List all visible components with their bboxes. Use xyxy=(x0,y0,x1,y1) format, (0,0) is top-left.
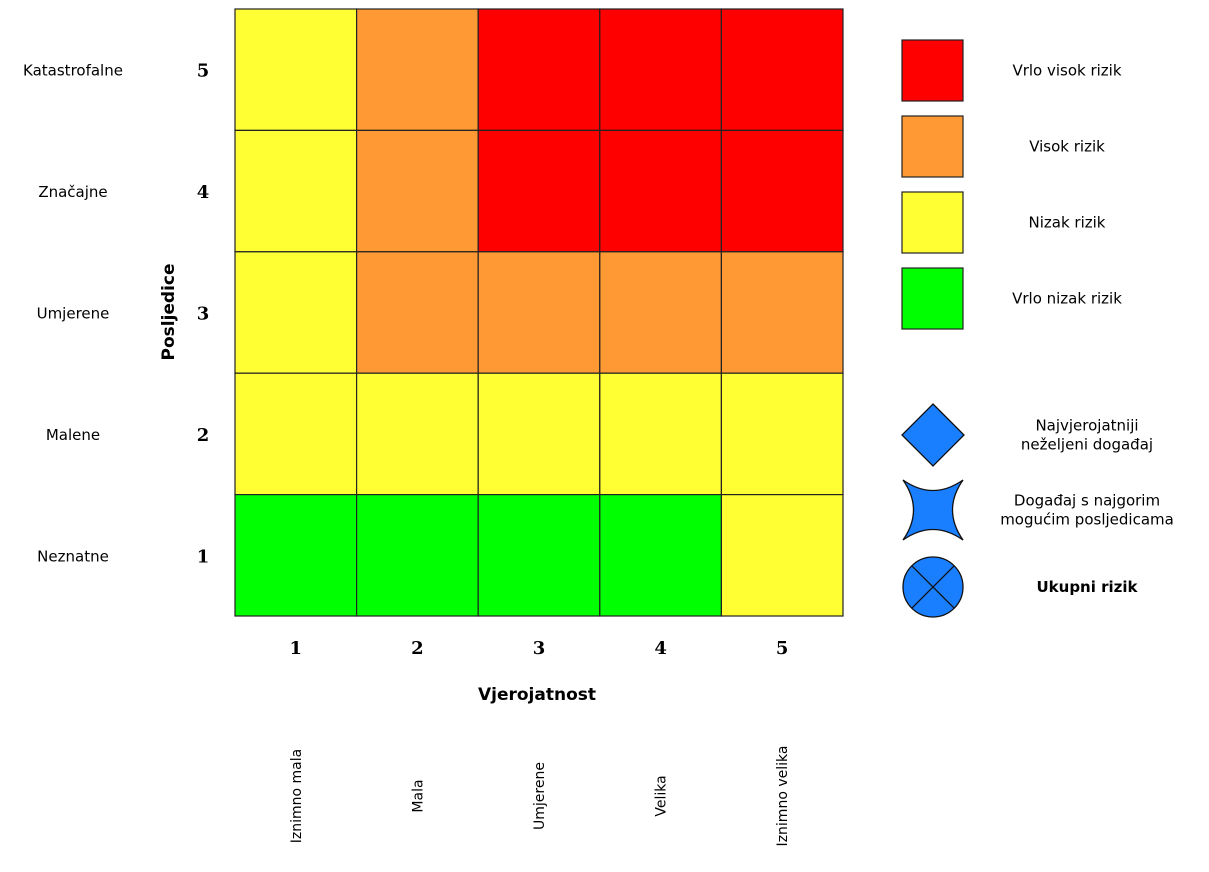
marker-label-nezeljeni-doga-aj: neželjeni događaj xyxy=(1021,436,1153,454)
cell-p5-v3 xyxy=(477,8,601,132)
y-tick-label: 1 xyxy=(197,546,210,567)
cell-p1-v2 xyxy=(356,494,479,617)
cell-p5-v4 xyxy=(599,8,722,132)
marker-label-mogucim-posljedicama: mogućim posljedicama xyxy=(1000,511,1174,529)
x-tick-label: 5 xyxy=(776,638,789,659)
marker-label-ukupni-rizik: Ukupni rizik xyxy=(1036,578,1138,596)
cell-p2-v5 xyxy=(720,372,844,496)
cell-p4-v4 xyxy=(599,129,722,253)
y-axis-ticks: 1 Neznatne 2 Malene 3 Umjerene 4 Značajne 5 Katas… xyxy=(23,61,209,568)
legend-label-nizak-rizik: Nizak rizik xyxy=(1029,214,1106,232)
cell-p4-v1 xyxy=(234,129,358,253)
y-tick-label: 3 xyxy=(197,304,210,325)
y-category-znacajne: Značajne xyxy=(38,183,107,201)
diamond-icon xyxy=(901,403,965,467)
legend-label-visok-rizik: Visok rizik xyxy=(1029,138,1105,156)
y-tick-label: 4 xyxy=(197,182,210,203)
marker-label-najvjerojatniji: Najvjerojatniji xyxy=(1035,417,1138,435)
x-category-mala: Mala xyxy=(410,779,426,812)
cell-p3-v5 xyxy=(720,251,844,374)
cell-p4-v2 xyxy=(356,129,479,253)
cell-p4-v5 xyxy=(720,129,844,253)
cell-p2-v2 xyxy=(356,372,479,496)
legend-label-vrlo-nizak-rizik: Vrlo nizak rizik xyxy=(1012,290,1122,308)
cell-p2-v1 xyxy=(234,372,358,496)
cell-p2-v3 xyxy=(477,372,601,496)
y-category-umjerene: Umjerene xyxy=(37,305,110,323)
x-category-iznimno-velika: Iznimno velika xyxy=(775,746,791,847)
cell-p1-v4 xyxy=(599,494,722,617)
y-tick-label: 5 xyxy=(197,61,210,82)
cell-p1-v3 xyxy=(477,494,601,617)
cell-p3-v2 xyxy=(356,251,479,374)
cell-p1-v5 xyxy=(720,494,844,617)
circle-cross-icon xyxy=(902,556,964,618)
y-category-malene: Malene xyxy=(46,426,100,444)
cell-p3-v4 xyxy=(599,251,722,374)
cell-p5-v1 xyxy=(234,8,358,132)
cell-p4-v3 xyxy=(477,129,601,253)
x-category-umjerene: Umjerene xyxy=(532,762,548,830)
x-category-velika: Velika xyxy=(654,775,670,816)
risk-legend: Vrlo visok rizik Visok rizik Nizak rizik Vr… xyxy=(901,39,1122,330)
y-category-katastrofalne: Katastrofalne xyxy=(23,62,123,80)
y-axis-label: Posljedice xyxy=(159,263,179,360)
x-tick-label: 2 xyxy=(411,638,424,659)
marker-label-doga-aj-s-najgorim: Događaj s najgorim xyxy=(1014,492,1160,510)
cell-p1-v1 xyxy=(234,494,358,617)
y-category-neznatne: Neznatne xyxy=(37,547,109,565)
circle-cross-line xyxy=(911,565,955,609)
cell-p2-v4 xyxy=(599,372,722,496)
x-axis-ticks: 1 Iznimno mala 2 Mala 3 Umjerene 4 Velika 5 Iznim… xyxy=(289,638,791,846)
x-category-iznimno-mala: Iznimno mala xyxy=(289,749,305,843)
x-tick-label: 4 xyxy=(654,638,667,659)
legend-label-vrlo-visok-rizik: Vrlo visok rizik xyxy=(1012,62,1121,80)
x-axis-label: Vjerojatnost xyxy=(478,685,596,705)
cell-p5-v5 xyxy=(720,8,844,132)
legend-swatch-nizak-rizik xyxy=(901,191,964,254)
cell-p3-v1 xyxy=(234,251,358,374)
cell-p5-v2 xyxy=(356,8,479,132)
cell-p3-v3 xyxy=(477,251,601,374)
x-tick-label: 1 xyxy=(290,638,303,659)
x-tick-label: 3 xyxy=(533,638,546,659)
legend-swatch-vrlo-nizak-rizik xyxy=(901,267,964,330)
concave-star-icon xyxy=(902,479,964,541)
matrix-cells xyxy=(234,8,844,617)
y-tick-label: 2 xyxy=(197,425,210,446)
legend-swatch-vrlo-visok-rizik xyxy=(901,39,964,102)
legend-swatch-visok-rizik xyxy=(901,115,964,178)
